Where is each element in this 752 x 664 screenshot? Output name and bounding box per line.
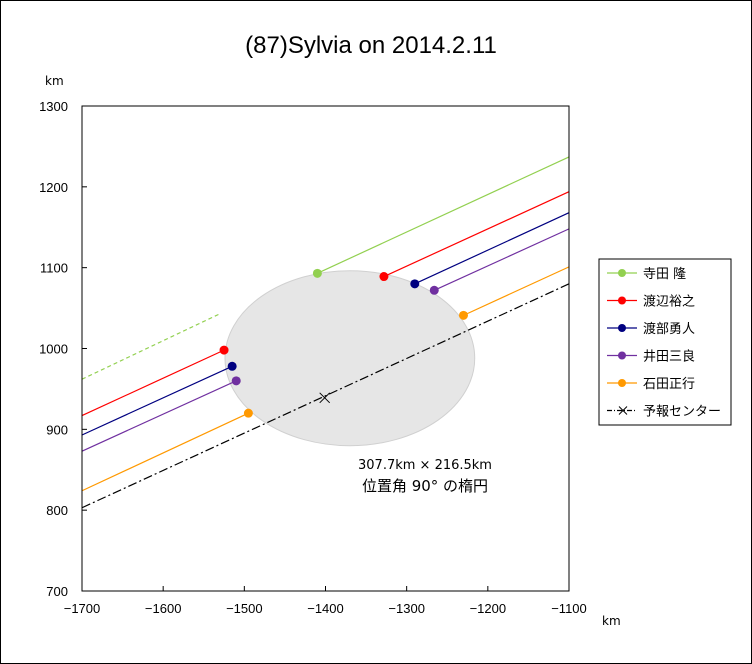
chord-line-2-0 bbox=[81, 365, 233, 436]
x-tick-label: −1100 bbox=[551, 601, 587, 616]
timing-point-3-0 bbox=[231, 376, 241, 386]
legend-marker-4 bbox=[618, 379, 626, 387]
y-tick-label: 1200 bbox=[39, 180, 68, 195]
timing-point-0-0 bbox=[312, 268, 322, 278]
center-marker-b bbox=[319, 392, 331, 404]
x-tick-label: −1400 bbox=[307, 601, 344, 616]
timing-point-2-0 bbox=[227, 361, 237, 371]
chord-line-4-1 bbox=[463, 266, 570, 316]
chord-dashed-0 bbox=[81, 313, 221, 380]
legend-marker-x-b bbox=[618, 406, 628, 415]
x-tick-label: −1500 bbox=[226, 601, 263, 616]
ellipse-angle-label: 位置角 90° の楕円 bbox=[362, 477, 488, 495]
chord-line-3-0 bbox=[81, 380, 237, 452]
legend-label-5: 予報センター bbox=[643, 405, 721, 420]
y-tick-label: 1300 bbox=[39, 99, 68, 114]
legend-label-4: 石田正行 bbox=[643, 377, 695, 392]
timing-point-4-1 bbox=[458, 310, 468, 320]
y-tick-label: 1100 bbox=[40, 261, 68, 276]
y-unit-label: km bbox=[45, 74, 64, 88]
legend-box bbox=[598, 258, 732, 426]
legend-label-2: 渡部勇人 bbox=[643, 321, 695, 337]
chord-line-4-0 bbox=[81, 412, 249, 492]
chart-title: (87)Sylvia on 2014.2.11 bbox=[245, 32, 497, 59]
timing-point-1-1 bbox=[379, 272, 389, 282]
legend-marker-1 bbox=[618, 296, 626, 305]
timing-point-3-1 bbox=[429, 285, 439, 295]
legend-label-3: 井田三良 bbox=[643, 349, 695, 365]
timing-point-1-0 bbox=[219, 345, 229, 355]
x-tick-label: −1600 bbox=[145, 601, 182, 616]
y-tick-label: 900 bbox=[46, 422, 68, 437]
prediction-line bbox=[81, 283, 570, 509]
chord-line-3-1 bbox=[434, 228, 570, 291]
legend-label-1: 渡辺裕之 bbox=[643, 294, 695, 310]
x-tick-label: −1300 bbox=[388, 601, 425, 616]
y-tick-label: 1000 bbox=[39, 342, 68, 357]
chord-line-0 bbox=[317, 156, 570, 274]
shadow-ellipse bbox=[224, 270, 476, 447]
x-tick-label: −1700 bbox=[64, 601, 101, 616]
x-tick-label: −1200 bbox=[470, 601, 507, 616]
ellipse-size-label: 307.7km × 216.5km bbox=[358, 458, 492, 473]
legend-marker-2 bbox=[618, 324, 626, 332]
y-tick-label: 700 bbox=[46, 584, 68, 599]
timing-point-2-1 bbox=[410, 279, 420, 289]
legend-label-0: 寺田 隆 bbox=[643, 267, 686, 282]
chord-line-1-0 bbox=[81, 349, 225, 417]
chord-line-2-1 bbox=[414, 212, 570, 285]
chord-line-1-1 bbox=[383, 191, 570, 278]
legend-marker-0 bbox=[618, 269, 626, 277]
y-tick-label: 800 bbox=[46, 503, 68, 518]
timing-point-4-0 bbox=[243, 408, 253, 418]
legend-marker-3 bbox=[618, 351, 626, 360]
x-unit-label: km bbox=[602, 614, 621, 628]
